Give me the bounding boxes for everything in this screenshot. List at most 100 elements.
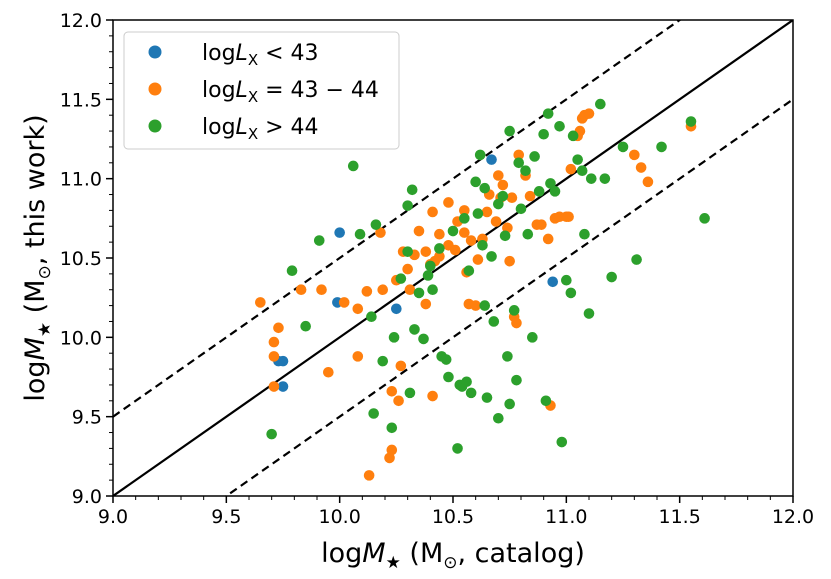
data-point-series-2 [388, 332, 400, 343]
y-tick-label: 9.5 [72, 407, 102, 429]
reference-line-lower [224, 98, 793, 496]
data-point-series-1 [493, 170, 504, 181]
data-point-series-2 [427, 284, 438, 296]
data-point-series-1 [352, 303, 364, 315]
data-point-series-0 [277, 381, 289, 392]
y-tick-label: 12.0 [60, 10, 102, 32]
data-point-series-2 [386, 422, 398, 434]
data-point-series-2 [347, 160, 359, 172]
data-point-series-1 [268, 336, 280, 348]
data-point-series-1 [490, 216, 502, 227]
data-point-series-2 [522, 228, 534, 240]
data-point-series-2 [508, 305, 520, 316]
data-point-series-2 [434, 243, 445, 254]
data-point-series-1 [420, 246, 432, 257]
y-tick-label: 9.0 [72, 486, 102, 508]
data-point-series-2 [565, 287, 577, 299]
legend-label-high: logLX > 44 [202, 115, 319, 143]
legend-label-mid: logLX = 43 − 44 [202, 78, 379, 106]
data-point-series-2 [511, 374, 522, 386]
data-point-series-2 [300, 320, 311, 332]
x-tick-label: 9.5 [211, 506, 241, 528]
data-point-series-2 [461, 376, 472, 388]
data-point-series-2 [699, 213, 710, 224]
data-point-series-2 [402, 200, 413, 211]
data-point-series-2 [515, 203, 527, 215]
data-point-series-2 [481, 392, 493, 403]
data-point-series-2 [447, 225, 459, 237]
data-point-series-1 [377, 284, 389, 296]
y-tick-label: 10.0 [60, 327, 102, 349]
data-point-series-1 [338, 297, 350, 308]
data-point-series-2 [606, 271, 617, 283]
data-point-series-1 [386, 385, 398, 397]
data-point-series-1 [497, 179, 509, 191]
data-point-series-2 [685, 116, 697, 127]
data-point-series-2 [418, 333, 429, 345]
data-point-series-2 [406, 184, 418, 196]
y-tick-label: 11.0 [60, 169, 102, 191]
data-point-series-2 [572, 154, 583, 165]
data-point-series-1 [481, 206, 493, 218]
data-point-series-2 [585, 173, 597, 184]
data-point-series-2 [549, 186, 561, 197]
data-point-series-1 [459, 227, 470, 238]
data-point-series-2 [538, 128, 549, 140]
data-point-series-1 [352, 351, 364, 362]
data-point-series-2 [477, 240, 488, 251]
axis-ticks: 9.0 9.5 10.0 10.5 11.0 11.5 12.0 9.0 9.5 10.0 10.5… [60, 10, 814, 528]
data-point-series-1 [459, 205, 470, 216]
data-point-series-2 [313, 235, 325, 246]
x-tick-label: 11.0 [545, 506, 587, 528]
data-point-series-1 [470, 300, 481, 311]
data-point-series-2 [504, 398, 515, 410]
data-point-series-1 [434, 228, 445, 240]
data-point-series-2 [656, 141, 667, 153]
data-point-series-1 [629, 149, 640, 161]
data-point-series-1 [642, 176, 654, 188]
data-point-series-2 [470, 176, 481, 188]
data-point-series-2 [493, 412, 504, 424]
data-point-series-1 [413, 225, 425, 237]
data-point-series-2 [556, 436, 568, 448]
data-point-series-2 [527, 332, 538, 343]
data-point-series-1 [635, 162, 647, 173]
data-point-series-2 [402, 246, 413, 257]
data-point-series-2 [567, 130, 579, 142]
data-points [255, 98, 710, 481]
data-point-series-1 [420, 298, 432, 310]
reference-lines [113, 20, 793, 496]
legend-box [123, 31, 400, 150]
data-point-series-1 [386, 444, 398, 456]
x-tick-label: 11.5 [659, 506, 701, 528]
x-tick-label: 10.5 [432, 506, 474, 528]
data-point-series-1 [563, 211, 574, 223]
data-point-series-1 [465, 235, 477, 246]
data-point-series-1 [404, 284, 416, 296]
data-point-series-2 [631, 254, 642, 265]
data-point-series-2 [440, 354, 452, 365]
data-point-series-2 [413, 287, 425, 299]
data-point-series-1 [472, 254, 484, 265]
data-point-series-1 [506, 192, 518, 204]
data-point-series-1 [268, 381, 280, 392]
data-point-series-1 [255, 297, 266, 308]
x-axis-label: logM★ (M⊙, catalog) [321, 538, 585, 573]
legend-marker-high [148, 119, 162, 133]
data-point-series-2 [377, 355, 389, 367]
data-point-series-0 [486, 154, 497, 165]
data-point-series-2 [533, 186, 545, 197]
data-point-series-1 [443, 197, 454, 208]
data-point-series-2 [425, 260, 436, 272]
data-point-series-2 [404, 387, 416, 399]
data-point-series-2 [542, 108, 554, 119]
data-point-series-2 [502, 351, 513, 362]
data-point-series-1 [449, 244, 461, 256]
data-point-series-1 [316, 284, 327, 296]
data-point-series-1 [511, 317, 522, 329]
legend-label-low: logLX < 43 [202, 41, 319, 69]
legend-marker-mid [148, 82, 162, 96]
data-point-series-2 [599, 173, 611, 184]
data-point-series-1 [427, 390, 438, 402]
data-point-series-2 [561, 274, 572, 286]
